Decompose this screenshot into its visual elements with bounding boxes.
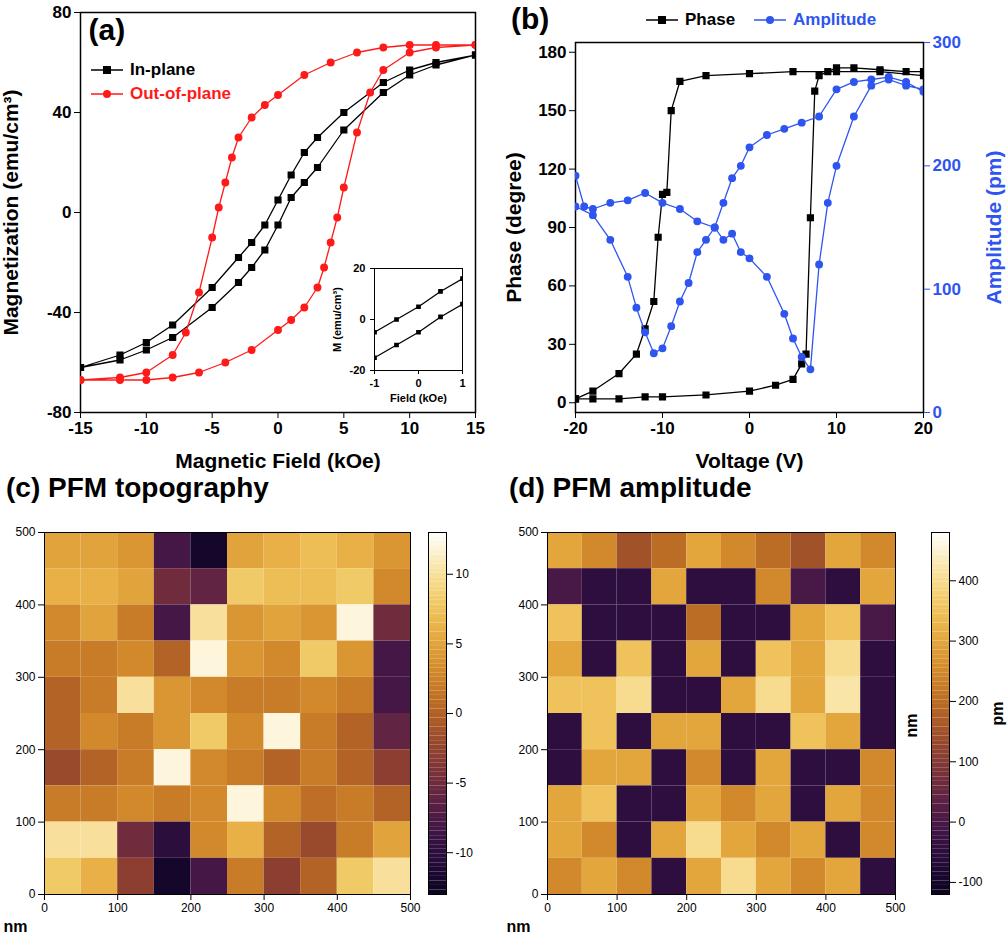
svg-text:500: 500 (15, 525, 35, 539)
svg-text:-10: -10 (650, 419, 675, 438)
svg-text:40: 40 (53, 103, 72, 122)
svg-text:300: 300 (518, 670, 538, 684)
svg-text:500: 500 (518, 525, 538, 539)
svg-text:M (emu/cm³): M (emu/cm³) (331, 287, 343, 352)
svg-text:90: 90 (548, 218, 567, 237)
svg-text:-20: -20 (563, 419, 588, 438)
svg-text:200: 200 (15, 743, 35, 757)
svg-text:Magnetic Field (kOe): Magnetic Field (kOe) (175, 449, 380, 472)
svg-text:30: 30 (548, 335, 567, 354)
svg-text:15: 15 (466, 419, 485, 438)
svg-text:Voltage (V): Voltage (V) (695, 449, 803, 472)
svg-text:500: 500 (885, 901, 905, 915)
svg-text:0: 0 (544, 901, 551, 915)
svg-text:0: 0 (415, 377, 421, 389)
html-text:(b): (b) (511, 2, 550, 35)
svg-text:-40: -40 (47, 303, 72, 322)
svg-text:200: 200 (181, 901, 201, 915)
svg-text:0: 0 (557, 393, 566, 412)
svg-text:0: 0 (359, 313, 365, 325)
svg-text:300: 300 (15, 670, 35, 684)
svg-text:200: 200 (959, 694, 979, 708)
svg-text:10: 10 (827, 419, 846, 438)
svg-text:300: 300 (933, 33, 961, 52)
svg-text:nm: nm (903, 714, 920, 738)
html-text:Amplitude: Amplitude (793, 10, 877, 29)
svg-text:-100: -100 (959, 875, 983, 889)
svg-text:pm: pm (989, 702, 1006, 726)
svg-text:10: 10 (456, 567, 470, 581)
svg-text:-5: -5 (205, 419, 220, 438)
svg-text:100: 100 (15, 815, 35, 829)
svg-text:nm: nm (4, 918, 28, 935)
svg-text:100: 100 (108, 901, 128, 915)
svg-text:-20: -20 (350, 364, 366, 376)
svg-text:-80: -80 (46, 402, 72, 422)
svg-text:100: 100 (959, 755, 979, 769)
svg-text:0: 0 (456, 706, 463, 720)
svg-text:0: 0 (959, 815, 966, 829)
svg-text:0: 0 (532, 887, 539, 901)
svg-text:100: 100 (518, 815, 538, 829)
svg-text:0: 0 (62, 203, 71, 222)
svg-text:200: 200 (933, 156, 961, 175)
svg-text:20: 20 (353, 262, 365, 274)
svg-text:(a): (a) (89, 13, 126, 46)
svg-text:300: 300 (746, 901, 766, 915)
svg-text:5: 5 (339, 419, 348, 438)
svg-text:400: 400 (15, 598, 35, 612)
svg-text:0: 0 (933, 403, 942, 422)
svg-text:400: 400 (959, 574, 979, 588)
html-text:Out-of-plane: Out-of-plane (130, 84, 231, 103)
html-text:(d) PFM amplitude: (d) PFM amplitude (509, 472, 752, 503)
svg-text:200: 200 (677, 901, 697, 915)
svg-text:nm: nm (507, 918, 531, 935)
svg-text:0: 0 (745, 419, 754, 438)
svg-text:60: 60 (548, 276, 567, 295)
svg-text:-10: -10 (456, 846, 474, 860)
svg-text:150: 150 (538, 101, 566, 120)
svg-text:1: 1 (459, 377, 465, 389)
svg-text:400: 400 (518, 598, 538, 612)
svg-text:20: 20 (914, 419, 933, 438)
html-text:Phase: Phase (685, 10, 736, 29)
svg-text:Amplitude (pm): Amplitude (pm) (982, 151, 1005, 305)
svg-text:100: 100 (607, 901, 627, 915)
svg-text:200: 200 (518, 743, 538, 757)
svg-text:300: 300 (254, 901, 274, 915)
svg-text:-10: -10 (134, 419, 159, 438)
svg-text:0: 0 (41, 901, 48, 915)
svg-text:10: 10 (400, 419, 419, 438)
svg-text:5: 5 (456, 637, 463, 651)
svg-text:0: 0 (273, 419, 282, 438)
html-text:In-plane: In-plane (130, 60, 196, 79)
svg-text:Phase (degree): Phase (degree) (502, 152, 525, 303)
html-text:(c) PFM topography: (c) PFM topography (6, 472, 269, 503)
svg-text:0: 0 (29, 887, 36, 901)
svg-text:300: 300 (959, 634, 979, 648)
svg-text:Field (kOe): Field (kOe) (390, 392, 447, 404)
svg-text:-5: -5 (456, 776, 467, 790)
svg-text:120: 120 (538, 160, 566, 179)
svg-text:Magnetization (emu/cm³): Magnetization (emu/cm³) (0, 89, 22, 335)
svg-text:-1: -1 (370, 377, 380, 389)
svg-text:80: 80 (53, 3, 72, 22)
svg-text:500: 500 (400, 901, 420, 915)
svg-text:400: 400 (816, 901, 836, 915)
svg-text:180: 180 (538, 43, 566, 62)
svg-text:100: 100 (933, 280, 961, 299)
svg-text:-15: -15 (68, 419, 93, 438)
svg-text:400: 400 (327, 901, 347, 915)
